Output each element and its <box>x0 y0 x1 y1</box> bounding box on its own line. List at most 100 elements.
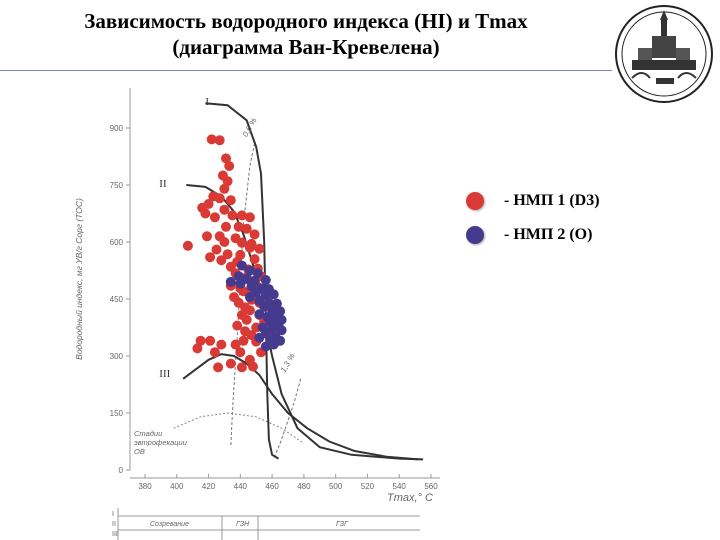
point-nmp1 <box>219 237 230 247</box>
point-nmp1 <box>195 335 206 346</box>
point-nmp2 <box>276 325 287 336</box>
x-tick-label: 460 <box>265 482 279 491</box>
point-nmp2 <box>252 268 263 279</box>
kerogen-type-label: II <box>159 178 167 190</box>
point-nmp1 <box>225 358 236 369</box>
point-nmp1 <box>232 320 243 331</box>
point-nmp1 <box>235 347 246 358</box>
point-nmp1 <box>214 135 225 146</box>
y-tick-label: 150 <box>110 409 124 418</box>
y-tick-label: 750 <box>110 181 124 190</box>
y-axis-title: Водородный индекс, мг УВ/г Сорг (ТОС) <box>74 198 84 360</box>
kerogen-type-curve <box>205 102 280 460</box>
x-tick-label: 520 <box>361 482 375 491</box>
university-emblem-icon <box>615 5 713 103</box>
point-nmp2 <box>260 275 271 285</box>
point-nmp2 <box>260 290 271 301</box>
point-nmp2 <box>259 301 270 312</box>
vitrinite-reflectance-line <box>230 143 256 448</box>
point-nmp2 <box>254 309 265 320</box>
point-nmp1 <box>236 362 247 373</box>
x-tick-label: 480 <box>297 482 311 491</box>
point-nmp1 <box>216 339 227 350</box>
point-nmp1 <box>244 212 255 223</box>
point-nmp1 <box>205 252 216 263</box>
zone-label: эвтрофекации <box>134 438 188 447</box>
legend-label-nmp2: - НМП 2 (О) <box>504 226 593 243</box>
x-tick-label: 500 <box>329 482 343 491</box>
point-nmp1 <box>209 347 220 358</box>
stage-row-label: I <box>112 511 114 518</box>
vitrinite-reflectance-label: 0,6 % <box>241 116 259 138</box>
eutrophication-zone-curve <box>173 412 305 444</box>
point-nmp1 <box>200 208 211 219</box>
point-nmp1 <box>244 242 255 253</box>
point-nmp2 <box>225 276 236 287</box>
point-nmp1 <box>254 243 265 254</box>
stage-row-label: II <box>112 521 116 528</box>
point-nmp1 <box>222 176 233 187</box>
x-tick-label: 560 <box>424 482 438 491</box>
stage-label: ГЗГ <box>336 521 349 528</box>
point-nmp2 <box>244 265 255 276</box>
legend: - НМП 1 (D3) - НМП 2 (О) <box>466 184 600 252</box>
point-nmp1 <box>233 221 244 232</box>
stage-row-label: III <box>112 531 118 538</box>
legend-marker-nmp1 <box>466 192 484 210</box>
point-nmp1 <box>241 314 252 325</box>
point-nmp1 <box>248 361 258 372</box>
point-nmp1 <box>222 249 233 260</box>
y-tick-label: 300 <box>110 352 124 361</box>
point-nmp2 <box>260 341 271 352</box>
maturation-curves <box>173 102 424 461</box>
slide-title: Зависимость водородного индекса (HI) и T… <box>0 8 612 60</box>
point-nmp1 <box>225 195 236 206</box>
kerogen-type-label: III <box>159 368 170 380</box>
y-tick-label: 600 <box>110 238 124 247</box>
point-nmp2 <box>268 289 279 300</box>
y-tick-label: 0 <box>119 466 124 475</box>
legend-item-nmp1: - НМП 1 (D3) <box>466 184 600 218</box>
point-nmp1 <box>202 231 212 242</box>
x-tick-label: 540 <box>393 482 407 491</box>
stage-label: Созревание <box>150 521 189 528</box>
point-nmp2 <box>254 332 265 343</box>
point-nmp1 <box>244 305 255 316</box>
zone-label: Стадии <box>134 429 163 438</box>
vitrinite-reflectance-label: 1,3 % <box>279 352 297 374</box>
point-nmp2 <box>236 260 247 271</box>
point-nmp1 <box>211 244 222 255</box>
kerogen-type-label: I <box>205 96 209 108</box>
point-nmp1 <box>206 134 217 145</box>
point-nmp1 <box>216 255 227 266</box>
x-tick-label: 400 <box>170 482 184 491</box>
title-divider <box>0 70 612 71</box>
x-tick-label: 420 <box>202 482 216 491</box>
slide-title-line1: Зависимость водородного индекса (HI) и T… <box>84 9 528 33</box>
point-nmp1 <box>219 204 230 215</box>
y-tick-label: 900 <box>110 124 124 133</box>
point-nmp2 <box>244 292 255 303</box>
point-nmp1 <box>230 339 241 350</box>
point-nmp1 <box>236 237 247 248</box>
point-nmp1 <box>249 229 260 240</box>
point-nmp1 <box>192 343 203 354</box>
stage-label: ГЗН <box>236 521 250 528</box>
point-nmp1 <box>221 221 231 232</box>
axis-ticks <box>126 127 432 478</box>
plot-frame <box>129 88 440 479</box>
legend-label-nmp1: - НМП 1 (D3) <box>504 192 600 209</box>
point-nmp1 <box>182 240 193 251</box>
vitrinite-reflectance-line <box>273 378 302 459</box>
point-nmp1 <box>213 362 224 373</box>
point-nmp1 <box>214 193 225 204</box>
kerogen-type-curve <box>182 353 419 461</box>
data-points <box>182 134 287 373</box>
point-nmp2 <box>235 278 246 289</box>
point-nmp1 <box>209 212 220 223</box>
point-nmp1 <box>238 335 249 346</box>
x-axis-title: Tmax,° C <box>387 492 433 504</box>
y-tick-label: 450 <box>110 295 124 304</box>
